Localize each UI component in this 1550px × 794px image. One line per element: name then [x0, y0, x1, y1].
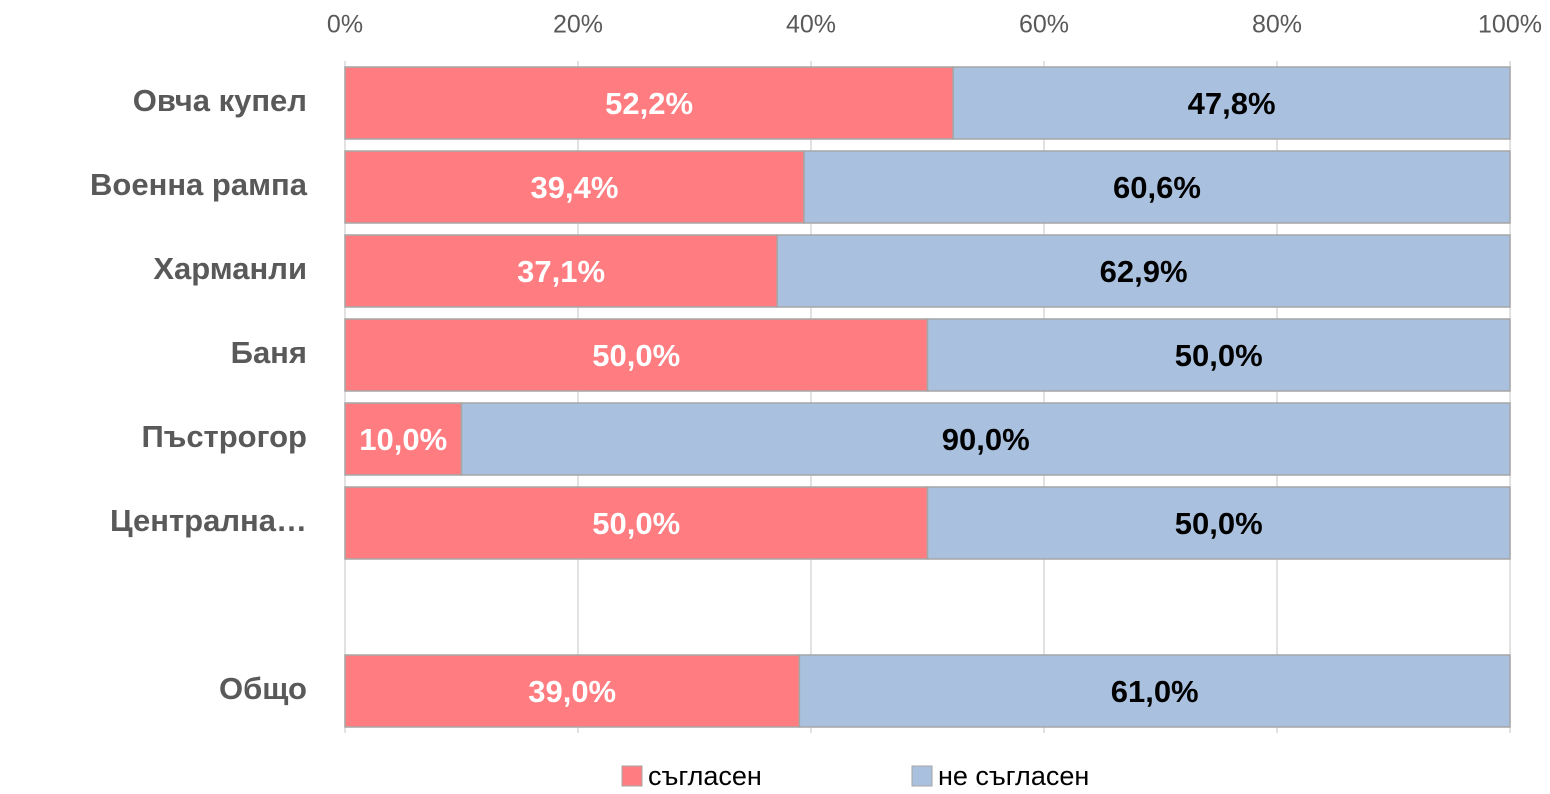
bar-segment — [926, 486, 1511, 560]
data-label: 10,0% — [359, 422, 447, 457]
x-tick-label: 0% — [327, 11, 363, 39]
x-tick-label: 80% — [1252, 11, 1302, 39]
data-label: 62,9% — [1100, 254, 1188, 289]
bar-segment — [344, 486, 929, 560]
legend-swatch — [621, 765, 643, 787]
data-label: 61,0% — [1111, 674, 1199, 709]
y-tick-label: Овча купел — [133, 83, 307, 118]
data-label: 52,2% — [605, 86, 693, 121]
data-label: 39,0% — [528, 674, 616, 709]
x-tick-label: 20% — [553, 11, 603, 39]
y-tick-label: Пъстрогор — [141, 419, 307, 454]
bar-segment — [926, 318, 1511, 392]
legend-label: съгласен — [648, 761, 762, 791]
x-tick-label: 60% — [1019, 11, 1069, 39]
bar-segment — [344, 234, 778, 308]
bar-segment — [344, 66, 954, 140]
data-label: 90,0% — [942, 422, 1030, 457]
legend-label: не съгласен — [938, 761, 1089, 791]
bar-segment — [952, 66, 1511, 140]
bar-segment — [344, 318, 929, 392]
bar-segment — [344, 654, 801, 728]
y-tick-label: Централна… — [110, 503, 307, 538]
data-label: 47,8% — [1188, 86, 1276, 121]
x-tick-label: 40% — [786, 11, 836, 39]
bar-segment — [803, 150, 1511, 224]
data-label: 37,1% — [517, 254, 605, 289]
bar-segment — [344, 402, 463, 476]
y-tick-label: Военна рампа — [90, 167, 308, 202]
data-label: 50,0% — [592, 338, 680, 373]
data-label: 50,0% — [1175, 506, 1263, 541]
data-label: 50,0% — [592, 506, 680, 541]
y-tick-label: Общо — [219, 671, 307, 706]
data-label: 50,0% — [1175, 338, 1263, 373]
data-label: 60,6% — [1113, 170, 1201, 205]
bar-segment — [460, 402, 1511, 476]
bar-segment — [776, 234, 1511, 308]
bar-segment — [798, 654, 1511, 728]
y-tick-label: Харманли — [153, 251, 307, 286]
y-tick-label: Баня — [231, 335, 307, 370]
data-label: 39,4% — [531, 170, 619, 205]
legend-swatch — [911, 765, 933, 787]
x-tick-label: 100% — [1478, 11, 1542, 39]
